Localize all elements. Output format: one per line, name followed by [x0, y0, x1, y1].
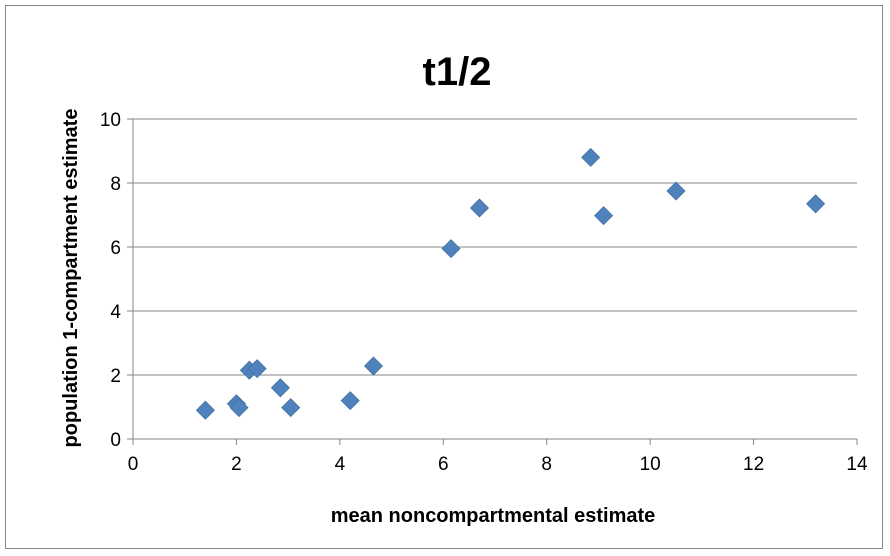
x-tick-labels: 0 2 4 6 8 10 12 14: [128, 454, 868, 475]
x-tick-label: 2: [231, 454, 242, 475]
data-point: [581, 147, 601, 167]
chart-title: t1/2: [423, 50, 492, 94]
data-point: [281, 398, 301, 418]
x-tick-label: 8: [541, 454, 552, 475]
data-points: [195, 147, 826, 420]
data-point: [270, 378, 290, 398]
y-tick-label: 2: [110, 366, 121, 387]
x-tick-label: 6: [438, 454, 449, 475]
data-point: [441, 239, 461, 259]
data-point: [469, 198, 490, 218]
y-tick-label: 0: [110, 430, 121, 451]
x-tick-label: 10: [640, 454, 661, 475]
data-point: [247, 359, 267, 379]
data-point: [340, 391, 360, 411]
data-point: [594, 206, 614, 226]
data-point: [229, 398, 249, 418]
x-tick-label: 14: [846, 454, 868, 475]
y-tick-label: 8: [110, 174, 121, 195]
x-tick-label: 4: [335, 454, 346, 475]
x-axis-title: mean noncompartmental estimate: [331, 505, 656, 527]
chart-area: [5, 5, 883, 549]
data-point: [806, 194, 826, 214]
y-tick-label: 6: [110, 238, 121, 259]
axes: [127, 118, 858, 445]
y-tick-label: 4: [110, 302, 121, 323]
x-tick-label: 0: [128, 454, 139, 475]
gridlines: [133, 118, 857, 376]
y-tick-label: 10: [100, 110, 121, 131]
y-tick-labels: 0 2 4 6 8 10: [100, 110, 122, 451]
data-point: [195, 400, 215, 420]
y-axis-title: population 1-compartment estimate: [60, 109, 82, 448]
x-tick-label: 12: [743, 454, 764, 475]
data-point: [666, 181, 686, 201]
data-point: [363, 356, 384, 376]
